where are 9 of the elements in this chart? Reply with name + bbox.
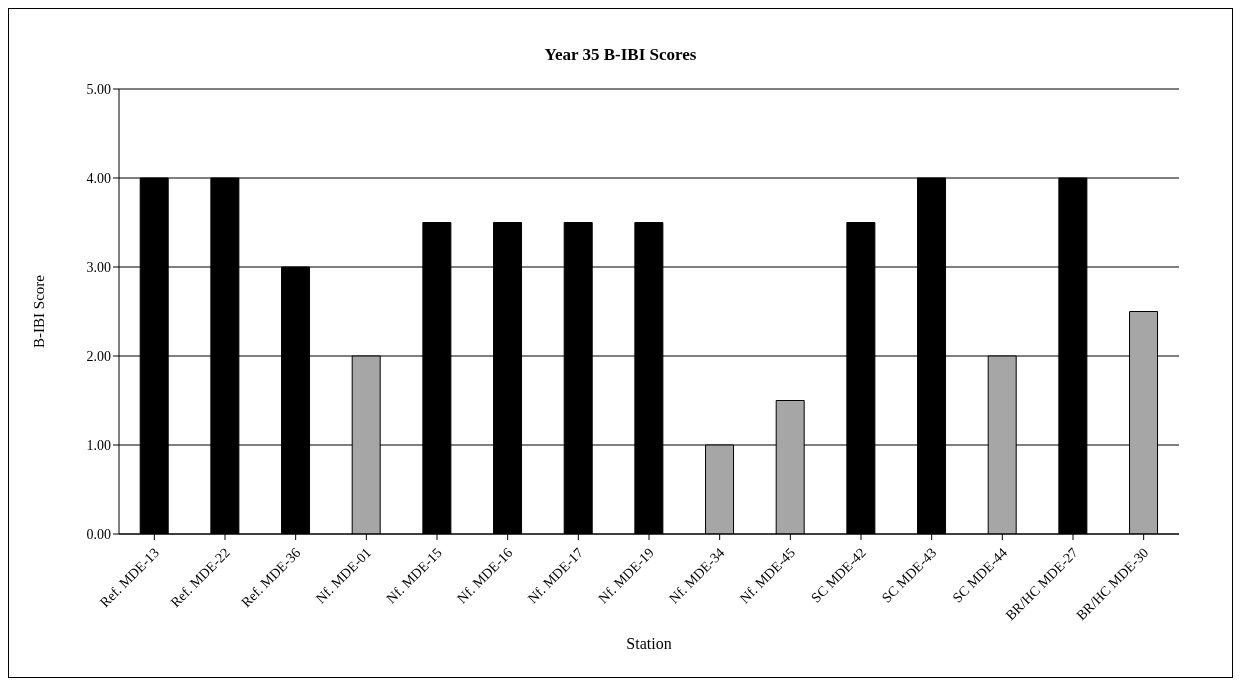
y-tick-label: 4.00: [86, 170, 111, 186]
y-tick-label: 5.00: [86, 81, 111, 97]
x-axis-title: Station: [626, 635, 672, 652]
y-tick-label: 1.00: [86, 437, 111, 453]
y-tick-label: 0.00: [86, 526, 111, 542]
y-tick-label: 2.00: [86, 348, 111, 364]
chart-title: Year 35 B-IBI Scores: [543, 45, 698, 65]
y-axis-title: B-IBI Score: [31, 274, 48, 348]
y-tick-label: 3.00: [86, 259, 111, 275]
